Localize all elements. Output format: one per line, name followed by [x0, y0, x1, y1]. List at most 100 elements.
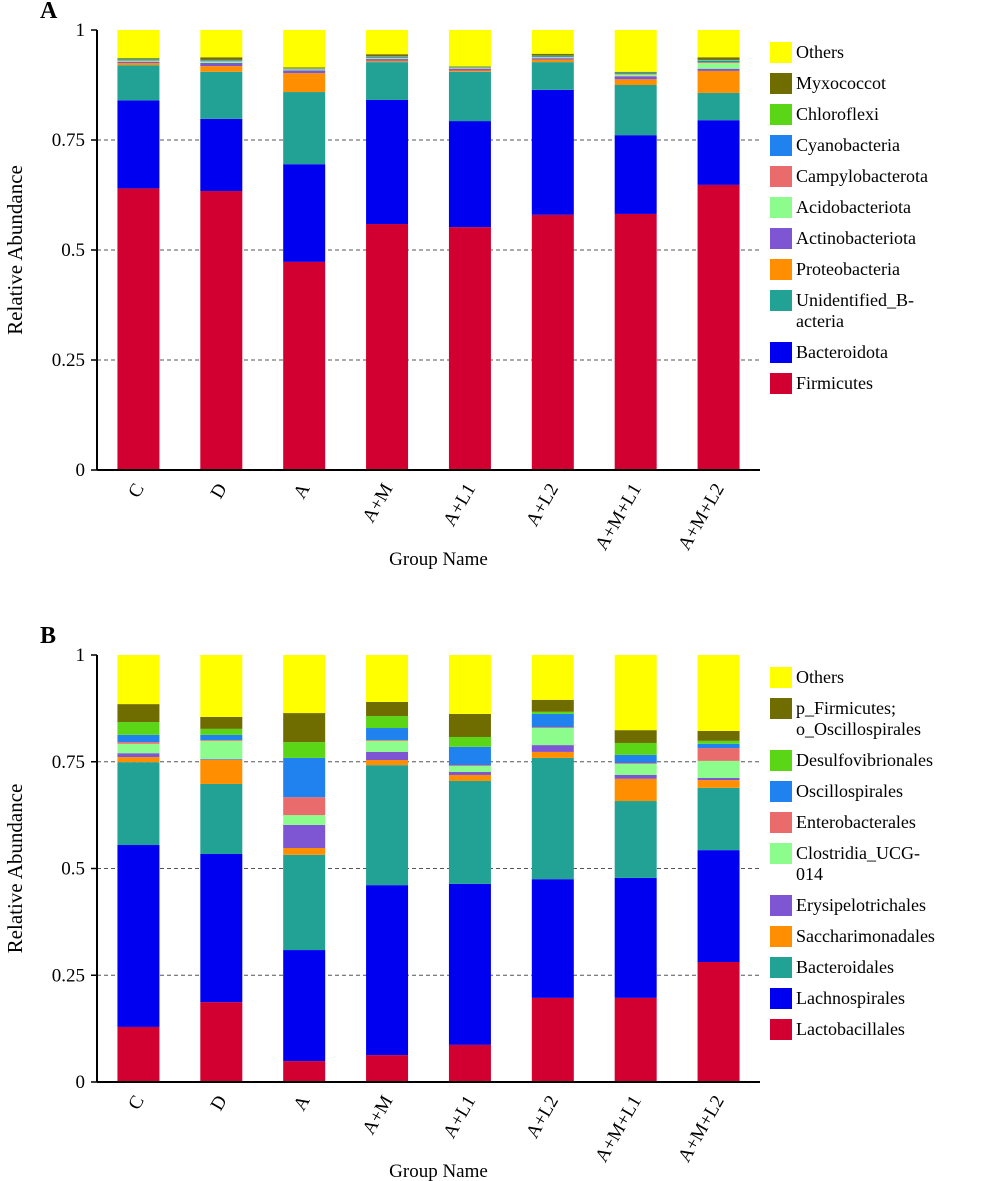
legend-swatch [770, 926, 792, 947]
bar-segment [531, 89, 574, 215]
legend-swatch [770, 667, 792, 688]
bar-segment [697, 740, 740, 744]
bar-segment [448, 121, 491, 228]
legend-label: Actinobacteriota [796, 228, 916, 248]
bar-segment [366, 99, 409, 225]
legend-entry: Bacteroidales [770, 957, 980, 978]
bar-segment [531, 58, 574, 60]
bar-segment [283, 70, 326, 74]
bar-segment [697, 787, 740, 851]
bar-segment [366, 58, 409, 60]
panel-label: A [40, 0, 58, 24]
legend-swatch [770, 104, 792, 125]
y-tick-label: 1 [76, 645, 86, 666]
bar-segment [200, 728, 243, 735]
legend-entry: Desulfovibrionales [770, 750, 980, 771]
bar-segment [697, 731, 740, 741]
bar-segment [531, 879, 574, 998]
legend-label: Lactobacillales [796, 1019, 905, 1039]
x-tick-label: C [124, 1092, 149, 1113]
bar-segment [697, 30, 740, 58]
legend-entry: Unidentified_B- acteria [770, 290, 980, 332]
x-tick-label: A [289, 1092, 314, 1115]
legend-swatch [770, 750, 792, 771]
bar-segment [614, 30, 657, 72]
bar-segment [448, 736, 491, 747]
legend-swatch [770, 73, 792, 94]
bar-segment [283, 1061, 326, 1082]
legend-label: p_Firmicutes; o_Oscillospirales [796, 698, 921, 739]
bar-segment [366, 54, 409, 57]
legend-swatch [770, 342, 792, 363]
bar-segment [531, 30, 574, 54]
bar-segment [697, 962, 740, 1082]
bar-segment [366, 56, 409, 58]
legend-entry: Oscillospirales [770, 781, 980, 802]
bar-segment [697, 92, 740, 121]
bar-segment [448, 70, 491, 72]
bar-segment [531, 711, 574, 714]
bar-segment [283, 164, 326, 262]
bar-segment [200, 783, 243, 854]
legend-entry: Cyanobacteria [770, 135, 980, 156]
bar-segment [200, 853, 243, 1003]
legend-label: Acidobacteriota [796, 197, 911, 217]
legend-label: Proteobacteria [796, 259, 900, 279]
bar-segment [531, 745, 574, 752]
bar-segment [697, 68, 740, 71]
bar-segment [531, 53, 574, 56]
bar-segment [366, 60, 409, 63]
bar-segment [366, 728, 409, 740]
legend-entry: Enterobacterales [770, 812, 980, 833]
y-tick-label: 1 [76, 20, 86, 41]
bar-segment [117, 753, 160, 758]
bar-segment [283, 854, 326, 951]
legend-entry: Proteobacteria [770, 259, 980, 280]
bar-segment [366, 885, 409, 1056]
bar-segment [614, 730, 657, 743]
bar-segment [366, 765, 409, 886]
bar-segment [697, 743, 740, 749]
legend-swatch [770, 843, 792, 864]
bar-segment [697, 655, 740, 732]
bar-segment [366, 760, 409, 766]
bar-segment [283, 69, 326, 71]
bar-segment [697, 59, 740, 61]
bar-segment [448, 30, 491, 67]
bar-segment [531, 214, 574, 470]
bar-segment [448, 713, 491, 737]
y-tick-label: 0.5 [61, 240, 85, 261]
x-tick-label: A [289, 480, 314, 503]
bar-segment [531, 62, 574, 90]
bar-segment [200, 66, 243, 72]
legend-label: Others [796, 667, 844, 687]
y-tick-label: 0.25 [52, 350, 85, 371]
bar-segment [614, 655, 657, 731]
bar-segment [200, 61, 243, 63]
x-tick-label: A+M+L1 [591, 480, 646, 554]
bar-segment [117, 61, 160, 63]
legend-entry: Chloroflexi [770, 104, 980, 125]
bar-segment [283, 950, 326, 1062]
bar-segment [117, 59, 160, 61]
legend-swatch [770, 698, 792, 719]
bar-segment [697, 780, 740, 788]
bar-segment [366, 1055, 409, 1082]
bar-segment [448, 68, 491, 71]
x-tick-label: A+L2 [522, 480, 563, 530]
legend-entry: Clostridia_UCG- 014 [770, 843, 980, 885]
x-tick-label: A+M+L2 [674, 1092, 729, 1166]
x-tick-label: A+M [359, 480, 398, 526]
bar-segment [614, 79, 657, 85]
bar-segment [614, 774, 657, 779]
bar-segment [697, 748, 740, 761]
bar-segment [531, 699, 574, 712]
legend-label: Erysipelotrichales [796, 895, 926, 915]
legend-entry: Bacteroidota [770, 342, 980, 363]
bar-segment [366, 655, 409, 702]
bar-segment [697, 850, 740, 963]
bar-segment [117, 734, 160, 743]
bar-segment [448, 766, 491, 772]
x-tick-label: A+L1 [439, 1092, 480, 1142]
bar-segment [614, 135, 657, 214]
